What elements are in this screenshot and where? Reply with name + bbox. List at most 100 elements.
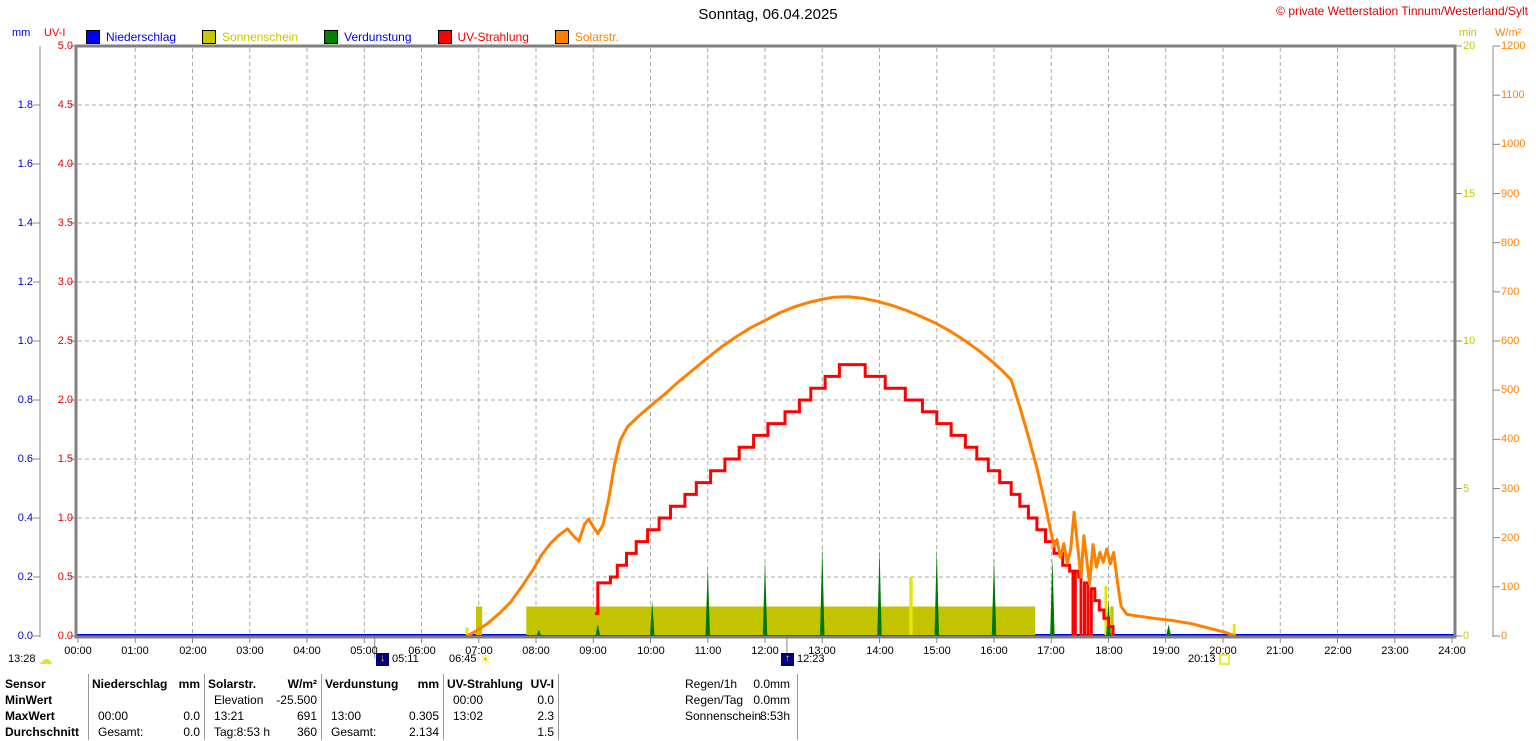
stat-cell-time: 00:00 — [98, 709, 129, 723]
solarstr-line — [466, 295, 1237, 638]
verdunstung-spike — [991, 556, 997, 635]
min-tick-label: 15 — [1463, 188, 1476, 200]
uvi-tick-label: 1.0 — [57, 512, 73, 524]
stat-cell-value: -25.500 — [276, 693, 317, 707]
legend-label: Verdunstung — [344, 30, 412, 44]
wm2-tick-label: 700 — [1501, 286, 1520, 298]
legend-label: Sonnenschein — [222, 30, 299, 44]
min-tick-label: 0 — [1463, 630, 1470, 642]
verdunstung-spike — [1050, 556, 1055, 635]
x-tick-label: 06:00 — [408, 645, 436, 657]
stat-row-label: Sensor — [5, 677, 46, 691]
page-title: Sonntag, 06.04.2025 — [698, 6, 838, 23]
uvi-tick-label: 4.0 — [57, 158, 73, 170]
stat-row-label: MaxWert — [5, 709, 55, 723]
uvi-tick-label: 0.0 — [57, 630, 73, 642]
x-tick-label: 24:00 — [1438, 645, 1466, 657]
twilight-up-icon: ↑ — [781, 652, 794, 666]
info-label: Sonnenschein — [685, 709, 762, 723]
legend-item-niederschlag: Niederschlag — [86, 30, 176, 44]
wm2-tick-label: 500 — [1501, 384, 1520, 396]
verdunstung-spike — [877, 547, 882, 635]
x-tick-label: 16:00 — [980, 645, 1008, 657]
stat-cell-value: 2.134 — [408, 725, 439, 739]
noon-time: 12:23 — [797, 653, 825, 665]
sunshine-bar — [1232, 624, 1236, 635]
x-tick-label: 17:00 — [1037, 645, 1065, 657]
sunset-time: 20:13 — [1188, 653, 1216, 665]
table-divider — [443, 674, 444, 740]
stat-cell-time: Elevation — [214, 693, 264, 707]
min-tick-label: 5 — [1463, 483, 1470, 495]
mm-tick-label: 1.0 — [17, 335, 33, 347]
x-tick-label: 22:00 — [1324, 645, 1352, 657]
niederschlag-swatch-icon — [86, 30, 100, 44]
mm-tick-label: 0.0 — [17, 630, 33, 642]
stat-cell-value: 0.0 — [537, 693, 554, 707]
verdunstung-spike — [820, 546, 825, 635]
stat-col-name: Verdunstung — [325, 677, 399, 691]
info-value: 0.0mm — [753, 693, 790, 707]
info-label: Regen/1h — [685, 677, 738, 691]
wm2-tick-label: 400 — [1501, 433, 1520, 445]
wm2-tick-label: 300 — [1501, 483, 1520, 495]
legend-item-verdunstung: Verdunstung — [324, 30, 412, 44]
sunshine-bar — [526, 606, 1036, 635]
solarstr-swatch-icon — [554, 30, 569, 44]
wm2-tick-label: 900 — [1501, 188, 1520, 200]
stat-cell-value: 360 — [296, 725, 317, 739]
stat-row-label: MinWert — [5, 693, 53, 707]
twilight-down-icon: ↓ — [376, 652, 389, 666]
min-tick-label: 20 — [1463, 40, 1476, 52]
x-tick-label: 15:00 — [923, 645, 951, 657]
stat-cell-value: 1.5 — [537, 725, 554, 739]
wm2-tick-label: 600 — [1501, 335, 1520, 347]
stat-row-label: Durchschnitt — [5, 725, 80, 739]
table-divider — [88, 674, 89, 740]
sunset-marker: 20:13 — [1188, 652, 1230, 666]
stat-col-unit: UV-I — [530, 677, 554, 691]
stat-cell-value: 691 — [296, 709, 317, 723]
sunrise-marker: 06:45 ☀ — [449, 652, 491, 666]
mm-axis-unit: mm — [12, 27, 31, 39]
wm2-tick-label: 100 — [1501, 581, 1520, 593]
noon-marker: ↑ 12:23 — [781, 652, 825, 666]
mm-tick-label: 0.2 — [17, 571, 33, 583]
stat-cell-time: Gesamt: — [98, 725, 144, 739]
wm2-tick-label: 0 — [1501, 630, 1508, 642]
x-tick-label: 05:00 — [350, 645, 378, 657]
sunset-icon — [1218, 653, 1230, 665]
x-tick-label: 03:00 — [236, 645, 264, 657]
sunshine-bar — [909, 577, 913, 635]
x-tick-label: 11:00 — [694, 645, 722, 657]
stat-col-unit: W/m² — [287, 677, 317, 691]
uvi-axis-unit: UV-I — [44, 27, 66, 39]
sunrise-time: 06:45 — [449, 653, 477, 665]
legend-item-uv-strahlung: UV-Strahlung — [437, 30, 529, 44]
uvi-tick-label: 5.0 — [57, 40, 73, 52]
moonrise-time: 13:28 — [8, 653, 36, 665]
chart-legend: Niederschlag Sonnenschein Verdunstung UV… — [86, 30, 619, 44]
stat-col-name: Solarstr. — [208, 677, 257, 691]
moon-cloud-icon: ☁ — [38, 651, 53, 667]
x-tick-label: 00:00 — [64, 645, 92, 657]
wm2-tick-label: 200 — [1501, 532, 1520, 544]
stat-cell-time: Gesamt: — [331, 725, 377, 739]
sunshine-bar — [1104, 585, 1108, 635]
x-tick-label: 02:00 — [179, 645, 207, 657]
x-tick-label: 23:00 — [1381, 645, 1409, 657]
table-divider — [321, 674, 322, 740]
uvi-tick-label: 3.5 — [57, 217, 73, 229]
stat-col-unit: mm — [178, 677, 200, 691]
mm-tick-label: 1.6 — [17, 158, 33, 170]
stat-col-name: UV-Strahlung — [447, 677, 524, 691]
verdunstung-swatch-icon — [324, 30, 339, 44]
legend-label: Solarstr. — [574, 30, 619, 44]
uvi-tick-label: 1.5 — [57, 453, 73, 465]
wm2-tick-label: 1100 — [1501, 89, 1525, 101]
wm2-tick-label: 1000 — [1501, 138, 1526, 150]
mm-tick-label: 0.6 — [17, 453, 33, 465]
min-tick-label: 10 — [1463, 335, 1476, 347]
table-divider — [797, 674, 798, 740]
min-axis-unit: min — [1459, 27, 1477, 39]
